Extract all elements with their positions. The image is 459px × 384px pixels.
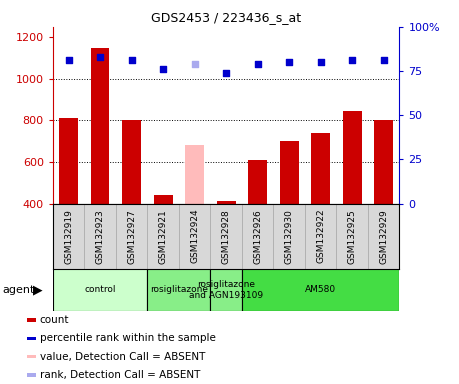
Bar (147, 204, 179, 269)
Bar (248, 160, 267, 204)
Bar (210, 204, 242, 269)
Point (254, 61, 261, 67)
Bar (154, 195, 173, 204)
Text: control: control (84, 285, 116, 295)
Text: GSM132927: GSM132927 (127, 209, 136, 263)
Bar (342, 111, 362, 204)
Point (348, 57, 356, 63)
Bar (179, 204, 210, 269)
Point (96, 54, 104, 60)
Bar (336, 204, 368, 269)
Bar (147, 269, 210, 311)
Text: value, Detection Call = ABSENT: value, Detection Call = ABSENT (39, 352, 205, 362)
Bar (122, 121, 141, 204)
Text: count: count (39, 315, 69, 325)
Bar (210, 269, 242, 311)
Point (159, 66, 167, 72)
Text: GSM132923: GSM132923 (95, 209, 105, 263)
Bar (84, 204, 116, 269)
Bar (273, 204, 305, 269)
Point (223, 70, 230, 76)
Bar (185, 145, 204, 204)
Point (285, 59, 293, 65)
Text: percentile rank within the sample: percentile rank within the sample (39, 333, 215, 343)
Point (128, 57, 135, 63)
Text: GSM132928: GSM132928 (222, 209, 230, 263)
Point (317, 59, 324, 65)
Text: rank, Detection Call = ABSENT: rank, Detection Call = ABSENT (39, 370, 200, 380)
Bar (311, 133, 330, 204)
Text: rosiglitazone: rosiglitazone (150, 285, 208, 295)
Text: GSM132924: GSM132924 (190, 209, 199, 263)
Text: rosiglitazone
and AGN193109: rosiglitazone and AGN193109 (189, 280, 263, 300)
Text: ▶: ▶ (33, 283, 43, 296)
Bar (305, 204, 336, 269)
Bar (116, 204, 147, 269)
Bar (242, 269, 399, 311)
Bar (242, 204, 273, 269)
Bar (90, 48, 110, 204)
Bar (27, 318, 36, 322)
Text: GSM132929: GSM132929 (379, 209, 388, 263)
Bar (374, 121, 393, 204)
Point (65, 57, 72, 63)
Text: GSM132930: GSM132930 (285, 209, 294, 263)
Bar (217, 202, 235, 204)
Bar (368, 204, 399, 269)
Text: AM580: AM580 (305, 285, 336, 295)
Bar (280, 141, 298, 204)
Text: GSM132925: GSM132925 (347, 209, 357, 263)
Bar (53, 204, 84, 269)
Title: GDS2453 / 223436_s_at: GDS2453 / 223436_s_at (151, 11, 301, 24)
Text: GSM132919: GSM132919 (64, 209, 73, 263)
Bar (53, 269, 147, 311)
Point (380, 57, 387, 63)
Text: GSM132921: GSM132921 (158, 209, 168, 263)
Text: GSM132926: GSM132926 (253, 209, 262, 263)
Text: GSM132922: GSM132922 (316, 209, 325, 263)
Text: agent: agent (2, 285, 35, 295)
Bar (59, 118, 78, 204)
Bar (27, 373, 36, 377)
Bar (27, 355, 36, 358)
Point (191, 61, 198, 67)
Bar (27, 337, 36, 340)
